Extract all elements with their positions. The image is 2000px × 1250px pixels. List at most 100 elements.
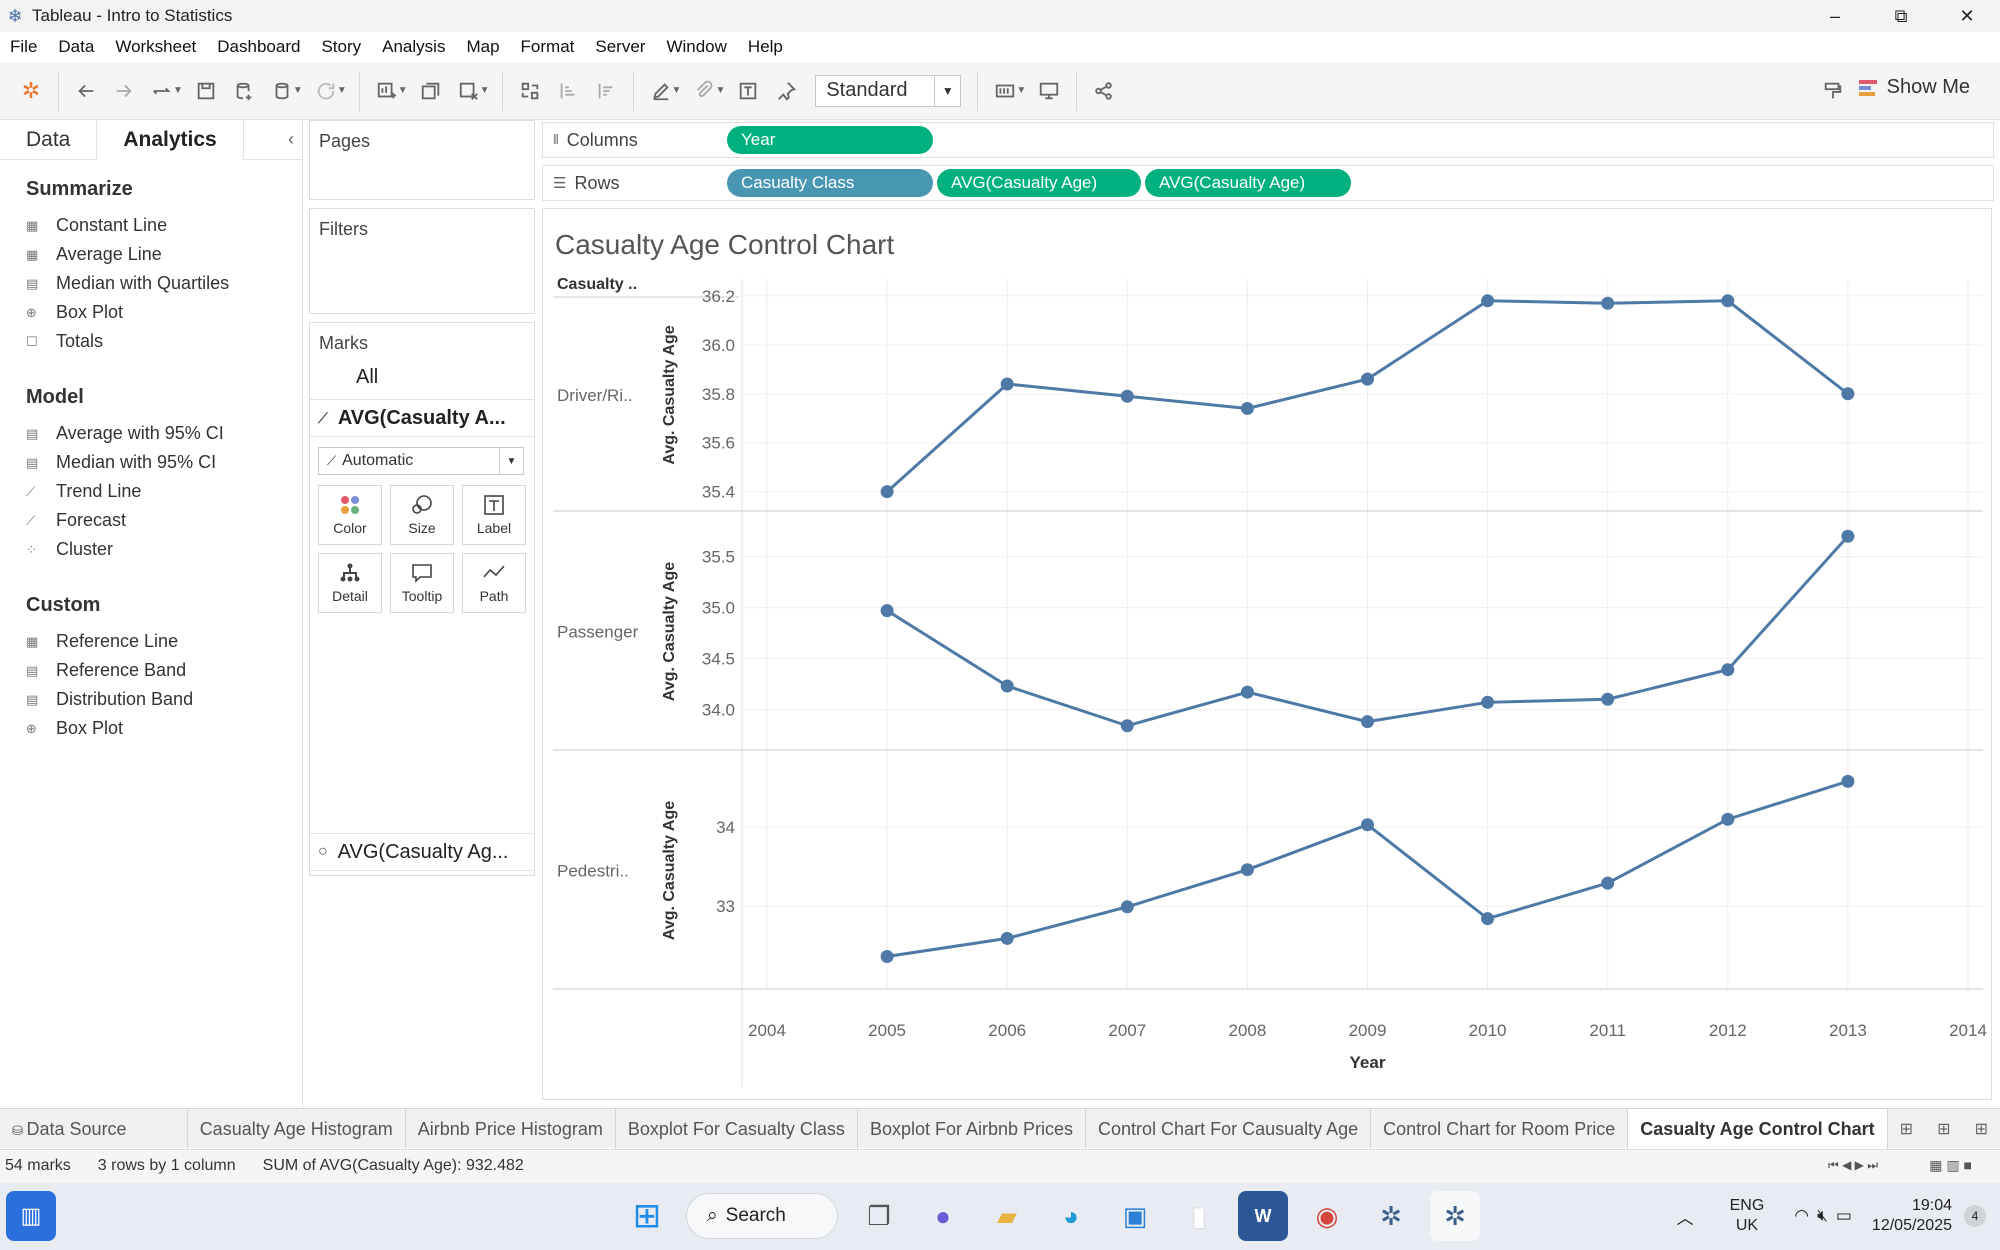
edge-icon[interactable]: ◕ [1063, 1200, 1079, 1231]
tab-airbnb-price-histogram[interactable]: Airbnb Price Histogram [406, 1108, 616, 1149]
clear-dropdown-icon[interactable]: ▼ [479, 85, 490, 96]
sort-descending-icon[interactable] [587, 72, 625, 110]
menu-file[interactable]: File [10, 37, 38, 56]
menu-map[interactable]: Map [466, 37, 500, 56]
tooltip-button[interactable]: Tooltip [390, 553, 454, 613]
sort-ascending-icon[interactable] [549, 72, 587, 110]
rows-shelf[interactable]: ☰ Rows Casualty Class AVG(Casualty Age) A… [542, 165, 1994, 201]
analytics-item-forecast[interactable]: ⟋ Forecast [26, 506, 302, 535]
tableau-home-icon[interactable]: ✲ [21, 77, 41, 103]
fit-select[interactable]: Standard ▼ [815, 74, 962, 107]
path-button[interactable]: Path [462, 553, 526, 613]
detail-button[interactable]: Detail [318, 553, 382, 613]
tab-boxplot-airbnb-prices[interactable]: Boxplot For Airbnb Prices [858, 1108, 1087, 1149]
view-mode-icons[interactable]: ▦ ▥ ■ [1929, 1157, 1972, 1173]
undo-icon[interactable] [67, 72, 105, 110]
battery-icon[interactable]: ▭ [1835, 1206, 1852, 1225]
wifi-icon[interactable]: ◠ [1794, 1206, 1810, 1225]
save-icon[interactable] [187, 72, 225, 110]
columns-shelf[interactable]: ⦀ Columns Year [542, 122, 1994, 158]
fix-axes-icon[interactable] [767, 72, 805, 110]
tableau-active-icon[interactable]: ✲ [1430, 1191, 1480, 1241]
analytics-item-box-plot-custom[interactable]: ⊕ Box Plot [26, 714, 302, 743]
swap-rows-columns-icon[interactable] [511, 72, 549, 110]
tab-analytics[interactable]: Analytics [96, 119, 244, 160]
analytics-item-average-line[interactable]: ▦ Average Line [26, 240, 302, 269]
analytics-item-average-ci[interactable]: ▤ Average with 95% CI [26, 419, 302, 448]
menu-server[interactable]: Server [595, 37, 646, 56]
new-data-source-icon[interactable] [225, 72, 263, 110]
group-dropdown-icon[interactable]: ▼ [715, 85, 726, 96]
tableau-taskbar-icon[interactable]: ✲ [1380, 1200, 1402, 1231]
tab-boxplot-casualty-class[interactable]: Boxplot For Casualty Class [616, 1108, 858, 1149]
refresh-icon[interactable] [307, 72, 345, 110]
mark-type-select[interactable]: ⟋ Automatic ▼ [318, 447, 524, 475]
data-dropdown-icon[interactable]: ▼ [292, 85, 303, 96]
avg-casualty-age-pill-2[interactable]: AVG(Casualty Age) [1145, 169, 1351, 197]
close-button[interactable]: ✕ [1959, 5, 1975, 26]
tab-casualty-age-histogram[interactable]: Casualty Age Histogram [188, 1108, 406, 1149]
year-pill[interactable]: Year [727, 126, 933, 154]
word-icon[interactable]: W [1238, 1191, 1288, 1241]
file-explorer-icon[interactable]: ▰ [997, 1200, 1017, 1231]
menu-analysis[interactable]: Analysis [382, 37, 446, 56]
menu-story[interactable]: Story [321, 37, 362, 56]
taskbar-search[interactable]: ⌕ Search [686, 1193, 838, 1239]
highlight-dropdown-icon[interactable]: ▼ [671, 85, 682, 96]
new-story-tab-icon[interactable]: ⊞ [1974, 1120, 1988, 1138]
new-worksheet-tab-icon[interactable]: ⊞ [1899, 1120, 1914, 1138]
show-cards-icon[interactable] [986, 72, 1024, 110]
menu-help[interactable]: Help [747, 37, 783, 56]
pages-card[interactable]: Pages [309, 120, 535, 200]
marks-all-tab[interactable]: All [356, 366, 379, 388]
analytics-item-median-quartiles[interactable]: ▤ Median with Quartiles [26, 269, 302, 298]
notification-badge[interactable]: 4 [1964, 1205, 1986, 1227]
task-view-icon[interactable]: ❐ [867, 1200, 891, 1231]
tab-data-source[interactable]: ⛁ Data Source [0, 1108, 188, 1149]
redo-icon[interactable] [105, 72, 143, 110]
analytics-item-cluster[interactable]: ⁘ Cluster [26, 535, 302, 564]
presentation-mode-icon[interactable] [1030, 72, 1068, 110]
store-icon[interactable]: ▣ [1122, 1200, 1148, 1231]
tab-control-chart-room-price[interactable]: Control Chart for Room Price [1371, 1108, 1629, 1149]
analytics-item-totals[interactable]: ☐ Totals [26, 327, 302, 356]
language-indicator[interactable]: ENG UK [1730, 1196, 1765, 1236]
new-worksheet-icon[interactable] [368, 72, 406, 110]
menu-worksheet[interactable]: Worksheet [115, 37, 197, 56]
menu-dashboard[interactable]: Dashboard [217, 37, 301, 56]
chrome-icon[interactable]: ◉ [1315, 1200, 1339, 1231]
show-mark-labels-icon[interactable] [729, 72, 767, 110]
analytics-item-median-ci[interactable]: ▤ Median with 95% CI [26, 448, 302, 477]
analytics-item-trend-line[interactable]: ⟋ Trend Line [26, 477, 302, 506]
analytics-item-reference-band[interactable]: ▤ Reference Band [26, 656, 302, 685]
replay-dropdown-icon[interactable]: ▼ [173, 85, 183, 96]
show-me-button[interactable]: Show Me [1858, 76, 1970, 99]
replay-icon[interactable] [143, 72, 181, 110]
analytics-item-constant-line[interactable]: ▦ Constant Line [26, 211, 302, 240]
clear-sheet-icon[interactable] [450, 72, 488, 110]
avg-casualty-age-pill-1[interactable]: AVG(Casualty Age) [937, 169, 1141, 197]
windows-start-icon[interactable]: ⊞ [632, 1197, 662, 1235]
menu-data[interactable]: Data [58, 37, 95, 56]
notepad-icon[interactable]: ▮ [1191, 1200, 1207, 1231]
menu-format[interactable]: Format [520, 37, 575, 56]
new-worksheet-dropdown-icon[interactable]: ▼ [397, 85, 408, 96]
marks-measure-tab[interactable]: ⟋ AVG(Casualty A... [310, 399, 534, 437]
refresh-dropdown-icon[interactable]: ▼ [336, 85, 347, 96]
size-button[interactable]: Size [390, 485, 454, 545]
share-icon[interactable] [1085, 72, 1123, 110]
format-painter-icon[interactable] [1814, 72, 1852, 110]
analytics-item-reference-line[interactable]: ▦ Reference Line [26, 627, 302, 656]
restore-button[interactable]: ⧉ [1894, 5, 1908, 26]
collapse-pane-icon[interactable]: ‹ [288, 129, 294, 149]
filters-card[interactable]: Filters [309, 208, 535, 314]
duplicate-sheet-icon[interactable] [412, 72, 450, 110]
color-button[interactable]: Color [318, 485, 382, 545]
tab-casualty-age-control-chart[interactable]: Casualty Age Control Chart [1628, 1108, 1888, 1149]
video-call-icon[interactable]: ● [935, 1200, 951, 1231]
tray-chevron-icon[interactable]: ︿ [1676, 1208, 1694, 1228]
sheet-nav-icons[interactable]: ⏮ ◀ ▶ ⏭ [1827, 1158, 1878, 1172]
analytics-item-box-plot[interactable]: ⊕ Box Plot [26, 298, 302, 327]
tab-control-chart-casualty-age[interactable]: Control Chart For Caus‌ualty Age [1086, 1108, 1372, 1149]
minimize-button[interactable]: – [1829, 5, 1840, 26]
